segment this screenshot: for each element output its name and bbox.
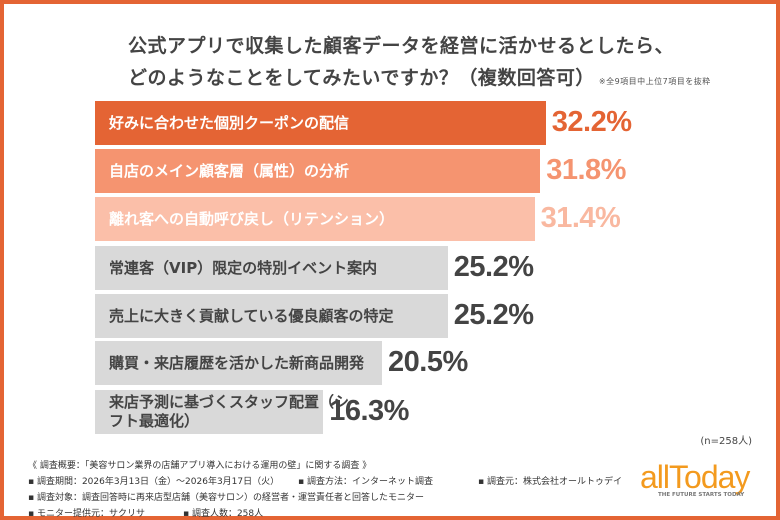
category-label: 来店予測に基づくスタッフ配置（シフト最適化） xyxy=(109,393,350,430)
category-label: 購買・来店履歴を活かした新商品開発 xyxy=(109,353,365,372)
category-label: 常連客（VIP）限定の特別イベント案内 xyxy=(109,258,378,277)
logo-wordmark: allToday xyxy=(640,459,750,495)
alltoday-logo: allToday THE FUTURE STARTS TODAY xyxy=(640,459,750,498)
value-label: 20.5% xyxy=(388,346,468,378)
category-label: 離れ客への自動呼び戻し（リテンション） xyxy=(109,209,395,228)
bar: 常連客（VIP）限定の特別イベント案内 xyxy=(95,246,448,290)
bar: 好みに合わせた個別クーポンの配信 xyxy=(95,101,546,145)
survey-period: ▪ 調査期間：2026年3月13日（金）～2026年3月17日（火） xyxy=(28,477,280,487)
chart-title: 公式アプリで収集した顧客データを経営に活かせるとしたら、 どのようなことをしてみ… xyxy=(128,30,711,98)
sample-size: (n=258人) xyxy=(700,436,752,447)
value-label: 31.4% xyxy=(540,202,621,234)
logo-tagline: THE FUTURE STARTS TODAY xyxy=(658,492,745,498)
category-label: 売上に大きく貢献している優良顧客の特定 xyxy=(109,306,394,325)
bar: 売上に大きく貢献している優良顧客の特定 xyxy=(95,294,448,338)
bar: 購買・来店履歴を活かした新商品開発 xyxy=(95,341,382,385)
category-label: 好みに合わせた個別クーポンの配信 xyxy=(109,113,350,132)
value-label: 25.2% xyxy=(453,299,534,331)
value-label: 31.8% xyxy=(546,154,626,186)
category-label: 自店のメイン顧客層（属性）の分析 xyxy=(109,161,350,180)
value-label: 32.2% xyxy=(551,106,632,138)
value-label: 25.2% xyxy=(453,251,534,283)
survey-source: ▪ 調査元：株式会社オールトゥデイ xyxy=(478,477,622,487)
survey-target: ▪ 調査対象：調査回答時に再来店型店舗（美容サロン）の経営者・運営責任者と回答し… xyxy=(28,493,424,503)
chart-note: ※全9項目中上位7項目を抜粋 xyxy=(598,77,711,86)
title-line-2: どのようなことをしてみたいですか？（複数回答可） xyxy=(128,67,595,89)
bar: 離れ客への自動呼び戻し（リテンション） xyxy=(95,197,535,241)
survey-method: ▪ 調査方法：インターネット調査 xyxy=(298,477,433,487)
survey-overview: 《 調査概要：「美容サロン業界の店舗アプリ導入における運用の壁」に関する調査 》 xyxy=(28,461,372,471)
bar: 自店のメイン顧客層（属性）の分析 xyxy=(95,149,541,193)
bar: 来店予測に基づくスタッフ配置（シフト最適化） xyxy=(95,390,349,434)
survey-count: ▪ 調査人数：258人 xyxy=(183,509,264,519)
monitor-provider: ▪ モニター提供元：サクリサ xyxy=(28,509,145,519)
title-line-1: 公式アプリで収集した顧客データを経営に活かせるとしたら、 xyxy=(128,35,675,57)
value-label: 16.3% xyxy=(329,395,409,427)
